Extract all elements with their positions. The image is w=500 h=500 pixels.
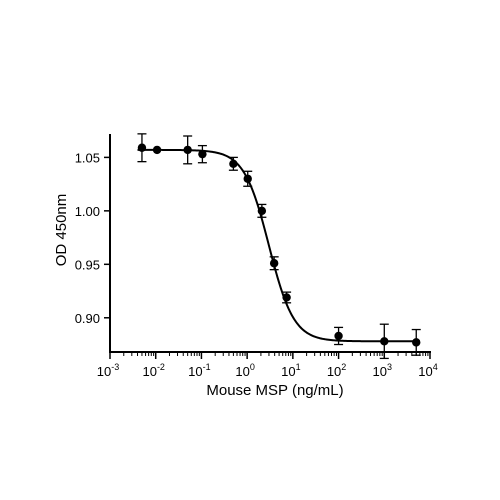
fit-curve bbox=[137, 148, 420, 343]
data-point bbox=[282, 293, 291, 302]
data-point bbox=[137, 143, 147, 152]
data-point bbox=[243, 174, 252, 183]
data-point bbox=[198, 149, 207, 159]
x-tick-label: 102 bbox=[327, 362, 346, 379]
y-ticks: 0.90 0.95 1.00 1.05 bbox=[75, 150, 110, 326]
error-bars bbox=[137, 133, 421, 360]
data-point bbox=[334, 331, 343, 341]
x-ticks: 10-3 10-2 10-1 100 101 102 103 104 bbox=[97, 352, 438, 379]
data-point bbox=[183, 145, 192, 155]
data-point bbox=[412, 338, 421, 347]
data-point bbox=[229, 159, 238, 169]
x-tick-label: 100 bbox=[235, 362, 254, 379]
axes: 10-3 10-2 10-1 100 101 102 103 104 0.90 0.95 1.00… bbox=[75, 134, 438, 379]
x-tick-label: 103 bbox=[373, 362, 392, 379]
y-tick-label: 1.05 bbox=[75, 150, 100, 165]
y-axis-title: OD 450nm bbox=[53, 194, 70, 267]
data-point bbox=[380, 337, 389, 346]
y-tick-label: 1.00 bbox=[75, 204, 100, 219]
x-tick-label: 101 bbox=[281, 362, 300, 379]
data-point bbox=[152, 145, 162, 155]
y-tick-label: 0.95 bbox=[75, 257, 100, 272]
x-tick-label: 104 bbox=[418, 362, 437, 379]
fit-curve-layer bbox=[137, 148, 420, 343]
x-tick-label: 10-3 bbox=[97, 362, 119, 379]
data-point bbox=[257, 206, 267, 216]
x-tick-label: 10-2 bbox=[142, 362, 164, 379]
x-tick-label: 10-1 bbox=[188, 362, 210, 379]
data-point bbox=[269, 259, 279, 268]
x-axis-title: Mouse MSP (ng/mL) bbox=[206, 382, 343, 399]
data-points bbox=[137, 143, 421, 347]
y-tick-label: 0.90 bbox=[75, 311, 100, 326]
